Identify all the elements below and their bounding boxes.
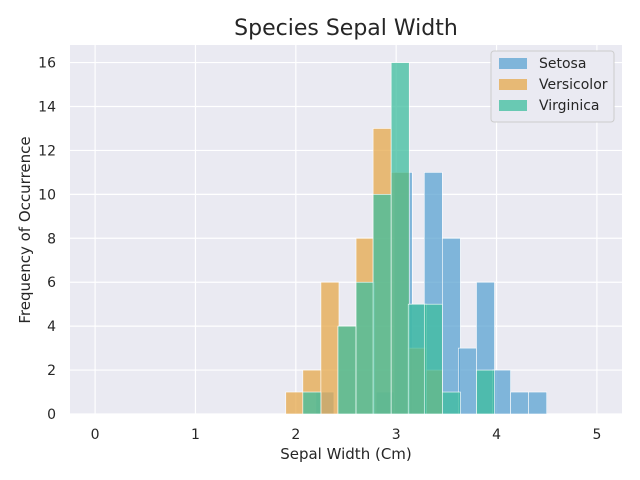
bar-virginica <box>442 391 461 415</box>
legend-label-setosa: Setosa <box>539 56 586 72</box>
y-tick-label: 16 <box>38 56 56 72</box>
bar-virginica <box>372 194 392 415</box>
bar-virginica <box>302 391 322 415</box>
bar-setosa <box>458 347 477 415</box>
y-tick-label: 0 <box>47 407 56 423</box>
x-tick-label: 0 <box>91 427 100 443</box>
x-tick-label: 5 <box>592 427 601 443</box>
y-axis-label: Frequency of Occurrence <box>16 136 34 323</box>
y-tick-label: 14 <box>38 100 56 116</box>
x-tick-label: 4 <box>492 427 501 443</box>
legend-label-virginica: Virginica <box>539 98 599 114</box>
legend-swatch-versicolor <box>499 79 527 90</box>
y-tick-labels: 0 2 4 6 8 10 12 14 16 <box>38 56 56 423</box>
bar-virginica <box>407 303 427 415</box>
y-tick-label: 12 <box>38 143 56 159</box>
legend: Setosa Versicolor Virginica <box>490 50 615 123</box>
bar-setosa <box>442 237 461 415</box>
legend-swatch-virginica <box>499 100 527 111</box>
bar-setosa <box>510 391 529 415</box>
bar-setosa <box>528 391 548 415</box>
y-tick-label: 4 <box>47 319 56 335</box>
bar-setosa <box>492 369 511 415</box>
legend-label-versicolor: Versicolor <box>539 77 608 93</box>
bar-versicolor <box>320 281 340 415</box>
y-tick-label: 2 <box>47 363 56 379</box>
y-tick-label: 6 <box>47 275 56 291</box>
bar-versicolor <box>285 391 305 415</box>
bars <box>285 62 548 415</box>
bar-virginica <box>355 281 375 415</box>
bar-virginica <box>476 369 495 415</box>
x-axis-label: Sepal Width (Cm) <box>280 445 412 463</box>
bar-virginica <box>337 325 357 415</box>
bar-virginica <box>423 303 443 415</box>
legend-swatch-setosa <box>499 58 527 69</box>
y-tick-label: 8 <box>47 231 56 247</box>
y-tick-label: 10 <box>38 187 56 203</box>
x-tick-label: 1 <box>191 427 200 443</box>
chart-title: Species Sepal Width <box>234 16 458 41</box>
grid <box>70 45 622 415</box>
x-tick-label: 3 <box>392 427 401 443</box>
x-tick-label: 2 <box>291 427 300 443</box>
bar-virginica <box>390 62 410 415</box>
x-tick-labels: 0 1 2 3 4 5 <box>91 427 602 443</box>
